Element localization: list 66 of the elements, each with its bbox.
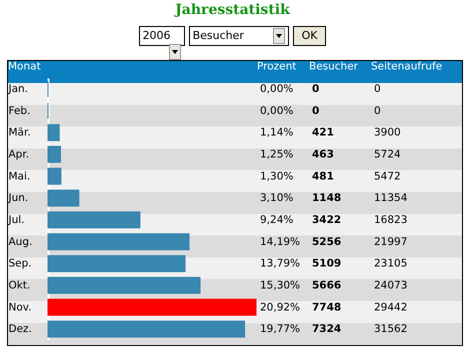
bar (48, 276, 201, 294)
y-tick-label: Aug. (8, 236, 32, 248)
text: 1,30% (260, 170, 294, 182)
y-tick-label: Mai. (8, 170, 30, 182)
text: 5724 (374, 148, 402, 160)
text: 14,19% (260, 236, 300, 248)
y-tick-label: Mär. (8, 126, 31, 139)
text: OK (292, 26, 326, 46)
bar (48, 190, 80, 207)
text: 1148 (312, 192, 342, 204)
text: 23105 (374, 258, 408, 270)
text: 0,00% (260, 82, 294, 95)
text: 1,14% (260, 126, 294, 139)
y-tick-label: Jul. (8, 214, 25, 226)
text: 20,92% (260, 301, 300, 314)
y-tick-label: Apr. (8, 148, 30, 160)
bar (48, 298, 256, 316)
text: 5666 (312, 279, 342, 292)
text: Besucher (309, 60, 359, 72)
text: 463 (312, 148, 334, 160)
text: 2006 (142, 29, 171, 42)
text: 31562 (374, 323, 408, 336)
text: Prozent (257, 60, 296, 72)
y-tick-label: Dez. (8, 323, 32, 336)
y-tick-label: Jan. (8, 82, 28, 95)
text: 3422 (312, 214, 342, 226)
text: 21997 (374, 236, 408, 248)
bar (48, 211, 140, 228)
text: 5256 (312, 236, 342, 248)
text: 7324 (312, 323, 342, 336)
text: 29442 (374, 301, 408, 314)
text: 15,30% (260, 279, 300, 292)
y-tick-label: Feb. (8, 104, 30, 117)
text: 3,10% (260, 192, 294, 204)
text: 0 (374, 82, 381, 95)
text: 16823 (374, 214, 408, 226)
y-tick-label: Sep. (8, 258, 32, 270)
text: 0 (312, 104, 320, 117)
y-axis-title: Monat (8, 60, 41, 72)
y-tick-label: Jun. (8, 192, 28, 204)
text: 24073 (374, 279, 408, 292)
text: 11354 (374, 192, 408, 204)
text: Seitenaufrufe (371, 60, 442, 72)
text: 5472 (374, 170, 401, 182)
text: 9,24% (260, 214, 294, 226)
text: 13,79% (260, 258, 300, 270)
text: 1,25% (260, 148, 294, 160)
text: Besucher (192, 29, 244, 42)
text: 3900 (374, 126, 401, 139)
text: 481 (312, 170, 334, 182)
bar (48, 320, 246, 338)
text: 19,77% (260, 323, 300, 336)
text: 7748 (312, 301, 342, 314)
y-tick-label: Okt. (8, 279, 30, 292)
bar (48, 255, 186, 272)
bar (48, 146, 61, 163)
y-tick-label: Nov. (8, 301, 32, 314)
bar (48, 233, 190, 250)
text: 0,00% (260, 104, 294, 117)
text: 0 (374, 104, 381, 117)
text: 0 (312, 82, 320, 95)
text: 5109 (312, 258, 342, 270)
bar (48, 124, 60, 142)
text: 421 (312, 126, 334, 139)
chart-title: Jahresstatistik (173, 2, 291, 18)
bar (48, 168, 62, 185)
